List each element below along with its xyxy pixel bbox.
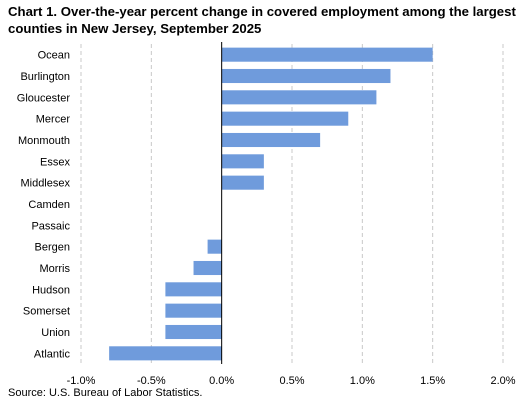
category-label: Gloucester bbox=[17, 92, 71, 104]
bars bbox=[109, 47, 433, 361]
category-label: Essex bbox=[40, 156, 70, 168]
category-label: Middlesex bbox=[20, 178, 70, 190]
category-label: Mercer bbox=[36, 114, 71, 126]
x-tick-label: 1.5% bbox=[420, 375, 445, 387]
bar bbox=[165, 324, 222, 340]
bar bbox=[221, 111, 349, 126]
category-label: Atlantic bbox=[34, 348, 71, 360]
x-tick-label: 1.0% bbox=[350, 375, 375, 387]
x-tick-label: 0.0% bbox=[209, 375, 234, 387]
category-label: Hudson bbox=[32, 284, 70, 296]
bar bbox=[193, 260, 222, 276]
x-tick-label: -0.5% bbox=[137, 375, 166, 387]
category-labels: Ocean Burlington Gloucester Mercer Monmouth E… bbox=[17, 50, 71, 361]
x-axis-tick-labels: -1.0% -0.5% 0.0% 0.5% 1.0% 1.5% 2.0% bbox=[67, 375, 516, 387]
category-label: Ocean bbox=[38, 50, 70, 62]
category-label: Burlington bbox=[20, 71, 70, 83]
category-label: Somerset bbox=[23, 306, 70, 318]
source-note: Source: U.S. Bureau of Labor Statistics. bbox=[8, 387, 203, 399]
chart-title: Chart 1. Over-the-year percent change in… bbox=[8, 4, 516, 36]
x-tick-label: 2.0% bbox=[490, 375, 515, 387]
bar bbox=[207, 239, 222, 254]
bar bbox=[221, 154, 264, 169]
category-label: Camden bbox=[28, 199, 70, 211]
category-label: Monmouth bbox=[18, 135, 70, 147]
category-label: Morris bbox=[39, 263, 70, 275]
bar bbox=[109, 346, 222, 361]
bar bbox=[165, 303, 222, 318]
gridlines bbox=[80, 44, 504, 364]
category-label: Bergen bbox=[35, 242, 70, 254]
bar bbox=[221, 90, 377, 105]
bar bbox=[221, 132, 321, 148]
x-tick-label: -1.0% bbox=[67, 375, 96, 387]
bar bbox=[221, 47, 433, 62]
bar bbox=[165, 282, 222, 297]
bar bbox=[221, 175, 264, 190]
category-label: Union bbox=[41, 327, 70, 339]
bar bbox=[221, 68, 391, 84]
category-label: Passaic bbox=[31, 220, 70, 232]
x-tick-label: 0.5% bbox=[279, 375, 304, 387]
